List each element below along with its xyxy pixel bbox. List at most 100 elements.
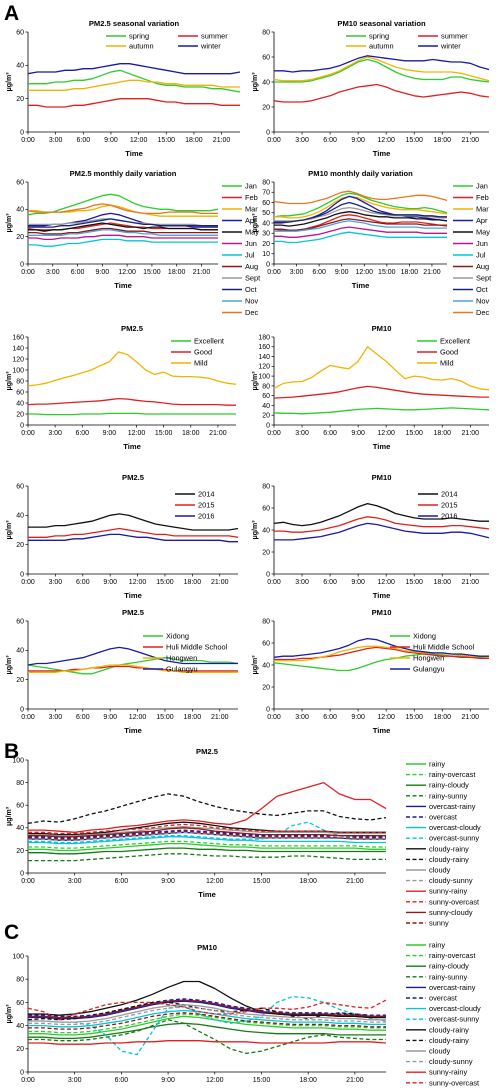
x-tick-label: 3:00 <box>46 269 60 276</box>
x-tick-label: 0:00 <box>267 269 281 276</box>
x-axis-label: Time <box>198 890 216 899</box>
series-line-spring <box>274 58 490 83</box>
x-tick-label: 6:00 <box>115 1077 129 1084</box>
y-tick-label: 140 <box>12 345 24 352</box>
x-tick-label: 12:00 <box>130 137 148 144</box>
y-tick-label: 160 <box>12 334 24 341</box>
x-tick-label: 12:00 <box>377 714 395 721</box>
series-line-overcast <box>28 998 386 1017</box>
chart-a5: PM2.5 0 20 40 60 80 100 120 140 160 0:00 3:00 6:00 9:… <box>6 324 237 451</box>
legend-label: Oct <box>245 285 257 294</box>
legend-label: Gulangyu <box>166 665 198 674</box>
y-tick-label: 80 <box>16 780 24 787</box>
x-axis-label: Time <box>352 281 370 290</box>
y-tick-label: 40 <box>262 527 270 534</box>
series-line-cloudy-sunny <box>28 1006 386 1026</box>
legend-label: rainy <box>429 941 445 950</box>
legend-label: sunny-rainy <box>429 887 468 896</box>
chart-title: PM2.5 <box>122 608 145 617</box>
series-line-sunny-cloudy <box>28 827 386 838</box>
y-tick-label: 0 <box>20 870 24 877</box>
x-tick-label: 0:00 <box>21 878 35 885</box>
y-tick-label: 60 <box>262 54 270 61</box>
x-tick-label: 3:00 <box>48 430 62 437</box>
series-line-jul <box>28 238 218 247</box>
series-line-2014 <box>28 513 239 531</box>
series-line-sunny <box>28 830 386 840</box>
series-line-nov <box>274 220 447 232</box>
chart-title: PM10 <box>372 608 392 617</box>
panel-labels: A B C <box>4 2 19 944</box>
x-tick-label: 9:00 <box>104 137 118 144</box>
x-axis-label: Time <box>114 281 132 290</box>
x-tick-label: 0:00 <box>21 430 35 437</box>
series-line-hongwen <box>28 664 238 673</box>
y-tick-label: 120 <box>258 364 270 371</box>
legend-label: Gulangyu <box>413 665 445 674</box>
legend-label: Dec <box>476 308 489 317</box>
series-line-mild <box>273 346 490 391</box>
y-tick-label: 20 <box>16 848 24 855</box>
legend-label: 2014 <box>198 490 214 499</box>
x-tick-label: 21:00 <box>346 1077 364 1084</box>
y-axis-label: μg/m³ <box>6 806 13 826</box>
x-tick-label: 15:00 <box>155 430 173 437</box>
series-line-dec <box>27 203 218 215</box>
y-tick-label: 20 <box>16 234 24 241</box>
y-tick-label: 60 <box>16 483 24 490</box>
series-line-summer <box>273 83 490 103</box>
legend-label: winter <box>440 42 461 51</box>
y-tick-label: 0 <box>266 261 270 268</box>
series-line-rainy-sunny <box>28 853 386 862</box>
chart-title: PM2.5 seasonal variation <box>89 19 180 28</box>
y-tick-label: 20 <box>16 677 24 684</box>
series-line-mild <box>27 351 237 387</box>
x-tick-label: 15:00 <box>405 714 423 721</box>
x-tick-label: 15:00 <box>253 1077 271 1084</box>
x-tick-label: 15:00 <box>156 714 174 721</box>
series-line-cloudy-sunny <box>28 831 386 841</box>
x-axis-label: Time <box>373 591 391 600</box>
chart-a4: PM10 monthly daily variation 0 10 20 30 40 50 6… <box>252 169 491 317</box>
series-line-nov <box>28 229 218 236</box>
panel-label-c: C <box>4 921 19 944</box>
y-tick-label: 140 <box>258 354 270 361</box>
x-tick-label: 18:00 <box>182 430 200 437</box>
legend-label: Oct <box>476 285 488 294</box>
legend-label: sunny <box>429 919 449 928</box>
x-tick-label: 9:00 <box>351 137 365 144</box>
x-tick-label: 18:00 <box>433 714 451 721</box>
legend: Xidong Huli Middle School Hongwen Gulangyu <box>143 632 228 674</box>
x-tick-label: 9:00 <box>351 579 365 586</box>
series-line-sunny-overcast <box>28 823 386 835</box>
x-tick-label: 18:00 <box>299 1077 317 1084</box>
legend-label: cloudy <box>429 866 451 875</box>
y-tick-label: 20 <box>16 1046 24 1053</box>
legend-label: Huli Middle School <box>166 643 228 652</box>
x-tick-label: 9:00 <box>161 1077 175 1084</box>
series-line-rainy-overcast <box>28 1013 386 1034</box>
x-tick-label: 0:00 <box>21 1077 35 1084</box>
series-line-cloudy-rainy <box>28 980 386 1019</box>
chart-a10: PM10 0 20 40 60 80 0:00 3:00 6:00 9:00 12:00 15:00 1… <box>252 608 490 735</box>
y-tick-label: 20 <box>16 411 24 418</box>
x-tick-label: 9:00 <box>103 714 117 721</box>
legend-label: overcast <box>429 994 457 1003</box>
y-tick-label: 20 <box>262 684 270 691</box>
x-tick-label: 6:00 <box>75 430 89 437</box>
legend: Xidong Huli Middle School Hongwen Gulangyu <box>390 632 475 674</box>
y-tick-label: 80 <box>262 483 270 490</box>
y-tick-label: 60 <box>16 803 24 810</box>
x-tick-label: 0:00 <box>267 579 281 586</box>
y-tick-label: 50 <box>262 210 270 217</box>
y-tick-label: 60 <box>16 29 24 36</box>
y-tick-label: 10 <box>262 251 270 258</box>
x-tick-label: 9:00 <box>351 430 365 437</box>
y-tick-label: 40 <box>16 648 24 655</box>
x-tick-label: 18:00 <box>184 714 202 721</box>
legend-label: 2014 <box>441 490 457 499</box>
legend-label: Nov <box>476 297 489 306</box>
x-axis-label: Time <box>373 149 391 158</box>
